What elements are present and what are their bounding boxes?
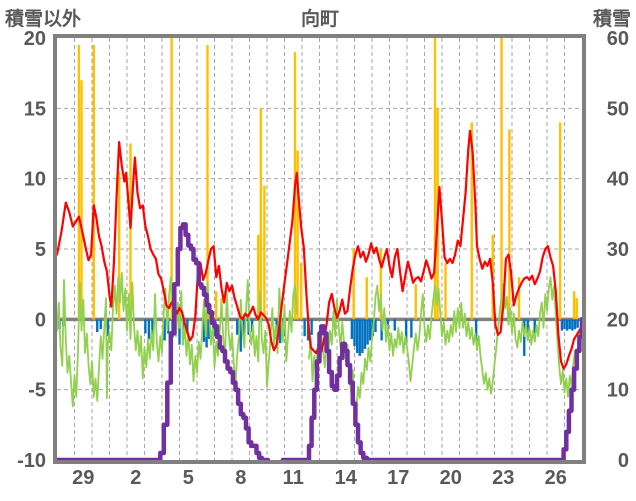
x-axis-tick: 29 (72, 467, 94, 489)
left-axis-tick: -10 (17, 450, 46, 472)
right-axis-tick: 40 (607, 169, 629, 191)
x-axis-tick: 2 (130, 467, 141, 489)
right-axis-tick: 20 (607, 309, 629, 331)
x-axis-tick: 5 (183, 467, 194, 489)
x-axis-tick: 17 (387, 467, 409, 489)
left-axis-tick: 0 (35, 309, 46, 331)
purple-line-series (57, 222, 582, 460)
x-axis-tick: 20 (440, 467, 462, 489)
left-axis-tick: -5 (28, 380, 46, 402)
left-axis-tick: 15 (24, 98, 46, 120)
x-axis-tick: 26 (545, 467, 567, 489)
x-axis-tick: 23 (492, 467, 514, 489)
right-axis-tick: 50 (607, 98, 629, 120)
x-axis-tick: 11 (283, 467, 304, 489)
right-axis-tick: 30 (607, 239, 629, 261)
series-layer (57, 38, 582, 460)
left-axis-tick: 5 (35, 239, 46, 261)
chart-title: 向町 (300, 9, 339, 30)
x-axis-tick: 8 (235, 467, 246, 489)
x-axis-tick: 14 (335, 467, 358, 489)
plot-border (53, 34, 586, 464)
left-axis-tick: 10 (24, 169, 46, 191)
right-axis-tick: 60 (607, 28, 629, 50)
right-axis-tick: 10 (607, 380, 629, 402)
left-axis-tick: 20 (24, 28, 46, 50)
right-axis-tick: 0 (618, 450, 629, 472)
left-axis-title: 積雪以外 (5, 9, 82, 30)
right-axis-title: 積雪 (592, 9, 631, 30)
